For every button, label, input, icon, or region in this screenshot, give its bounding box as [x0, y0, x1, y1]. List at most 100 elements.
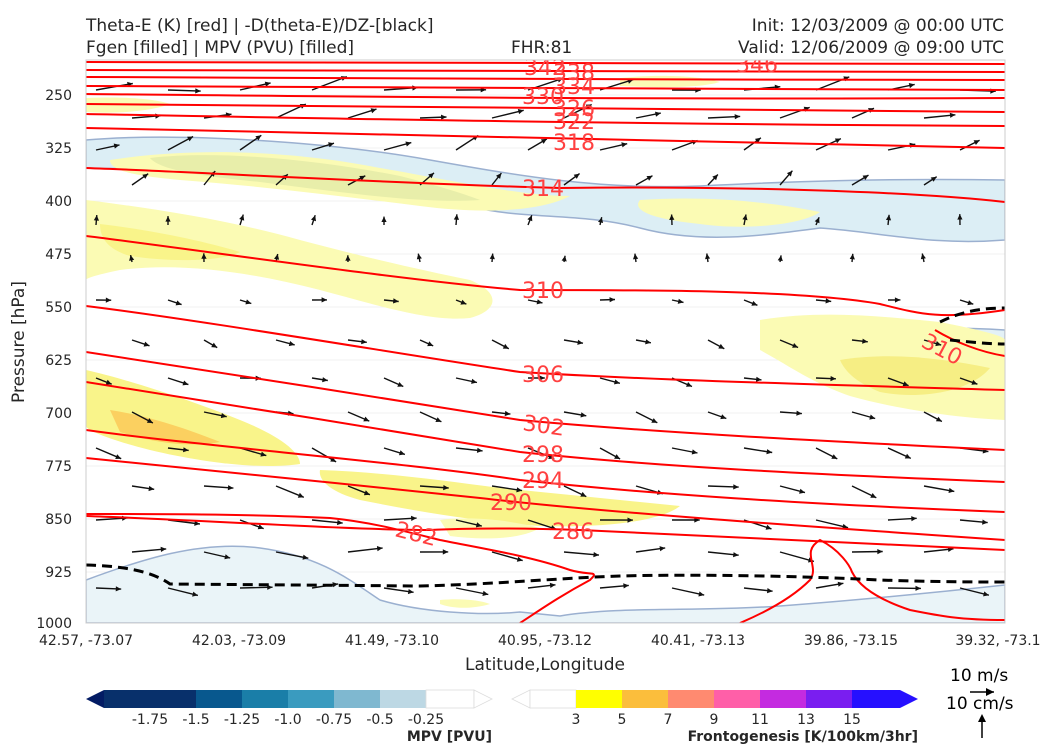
wind-vector-head: [297, 492, 304, 498]
wind-vector-head: [274, 254, 280, 260]
mpv-colorbar: -1.75 -1.5 -1.25 -1.0 -0.75 -0.5 -0.25 M…: [86, 689, 493, 745]
wind-vector-head: [614, 454, 621, 459]
wind-vector-head: [982, 519, 988, 525]
wind-vector-head: [870, 493, 877, 498]
wind-vector-head: [698, 591, 705, 597]
wind-vector-head: [255, 135, 262, 141]
contour-346: [86, 76, 1005, 81]
wind-vector-head: [482, 590, 489, 596]
contour-label-326: 326: [553, 97, 595, 122]
wind-vector-head: [786, 170, 793, 177]
fgen-colorbar-extend-right: [900, 690, 918, 708]
wind-vector-head: [967, 300, 974, 306]
wind-vector-head: [755, 376, 762, 382]
forecast-hour: FHR:81: [511, 38, 572, 58]
y-axis: 250 325 400 475 550 625 700 775 850 925 …: [9, 88, 72, 632]
wind-vector-head: [427, 341, 434, 347]
x-tick-label: 42.57, -73.07: [39, 633, 133, 649]
vector-key: 10 m/s 10 cm/s: [946, 666, 1014, 738]
wind-vector-head: [659, 546, 666, 552]
wind-vector-head: [712, 174, 718, 181]
fgen-colorbar-swatch: [668, 690, 714, 708]
wind-vector-head: [862, 175, 869, 181]
wind-vector-head: [441, 114, 447, 120]
fgen-tick: 9: [710, 712, 719, 728]
wind-vector-head: [718, 343, 725, 349]
wind-vector-head: [311, 215, 316, 222]
wind-vector-head: [561, 255, 567, 262]
fgen-fill-small-1: [440, 599, 490, 608]
wind-vector-head: [585, 104, 592, 110]
wind-vector-head: [911, 516, 917, 522]
wind-vector-head: [830, 376, 836, 382]
wind-vector-head: [321, 297, 327, 303]
wind-vector-head: [705, 253, 711, 260]
theta-e-contours: [86, 61, 1005, 623]
wind-vector-head: [443, 485, 449, 491]
wind-vector-head: [115, 454, 122, 459]
mpv-tick: -1.5: [182, 712, 209, 728]
wind-vector-head: [733, 552, 739, 558]
wind-vector-head: [837, 581, 844, 587]
wind-vector-head: [894, 297, 901, 303]
contour-310b: [934, 329, 1005, 357]
wind-vector-head: [475, 522, 482, 528]
wind-vector-head: [363, 490, 370, 496]
wind-vector-head: [381, 216, 387, 222]
wind-vector-head: [142, 173, 149, 179]
wind-vector-head: [539, 375, 545, 381]
wind-vector-head: [516, 487, 523, 493]
contour-label-346: 346: [736, 53, 778, 78]
wind-vector-head: [516, 556, 523, 562]
mpv-colorbar-extend-right: [473, 689, 493, 709]
contour-306: [86, 305, 1005, 391]
wind-vector-head: [504, 410, 511, 417]
wind-vector-head: [192, 591, 198, 597]
mpv-tick: -1.25: [224, 712, 260, 728]
wind-vector-head: [399, 450, 405, 456]
y-tick-label: 625: [45, 353, 72, 369]
wind-vector-head: [165, 216, 171, 222]
wind-vector-head: [302, 554, 309, 560]
wind-vector-head: [920, 253, 926, 260]
wind-vector-head: [527, 215, 533, 222]
contour-label-302: 302: [521, 411, 566, 442]
mpv-tick: -0.75: [316, 712, 352, 728]
wind-vector-head: [345, 255, 351, 261]
mpv-colorbar-swatch: [380, 690, 426, 708]
y-axis-label: Pressure [hPa]: [9, 281, 29, 403]
vector-key-vertical-label: 10 cm/s: [946, 694, 1014, 714]
wind-vector-head: [332, 582, 339, 588]
wind-vector-head: [580, 491, 587, 497]
wind-vector: [491, 109, 524, 119]
wind-vector-head: [765, 524, 772, 530]
wind-vector-head: [593, 552, 599, 558]
wind-vector-head: [536, 299, 543, 305]
fgen-colorbar-swatch: [622, 690, 668, 708]
wind-vector-head: [935, 341, 942, 347]
wind-vector-head: [831, 454, 838, 459]
y-tick-label: 250: [45, 88, 72, 104]
wind-vector-head: [361, 339, 367, 345]
wind-vector-head: [621, 142, 628, 148]
x-axis: 42.57, -73.07 42.03, -73.09 41.49, -73.1…: [39, 633, 1041, 675]
wind-vector-head: [143, 341, 150, 347]
wind-vector-head: [904, 453, 911, 459]
wind-vector-head: [496, 173, 502, 179]
contour-290: [86, 457, 1005, 541]
wind-vector-head: [777, 255, 783, 262]
wind-vector-head: [983, 591, 989, 597]
wind-vector-head: [442, 549, 449, 555]
wind-vector-head: [376, 546, 383, 552]
wind-vector-head: [915, 585, 921, 591]
contour-322: [86, 113, 1005, 127]
mpv-colorbar-swatch: [242, 690, 288, 708]
wind-vector-head: [623, 583, 629, 589]
wind-vector-head: [288, 341, 295, 347]
x-tick-label: 39.86, -73.15: [804, 633, 898, 649]
wind-vector-head: [720, 414, 727, 420]
title-line-2: Fgen [filled] | MPV (PVU) [filled]: [86, 38, 354, 58]
x-tick-label: 40.41, -73.13: [651, 633, 745, 649]
mpv-colorbar-swatch: [288, 690, 334, 708]
wind-vector-head: [428, 172, 434, 179]
